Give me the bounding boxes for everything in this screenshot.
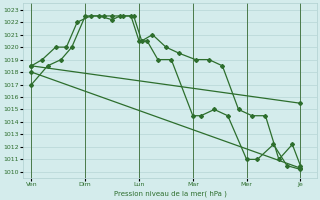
X-axis label: Pression niveau de la mer( hPa ): Pression niveau de la mer( hPa )	[114, 190, 226, 197]
